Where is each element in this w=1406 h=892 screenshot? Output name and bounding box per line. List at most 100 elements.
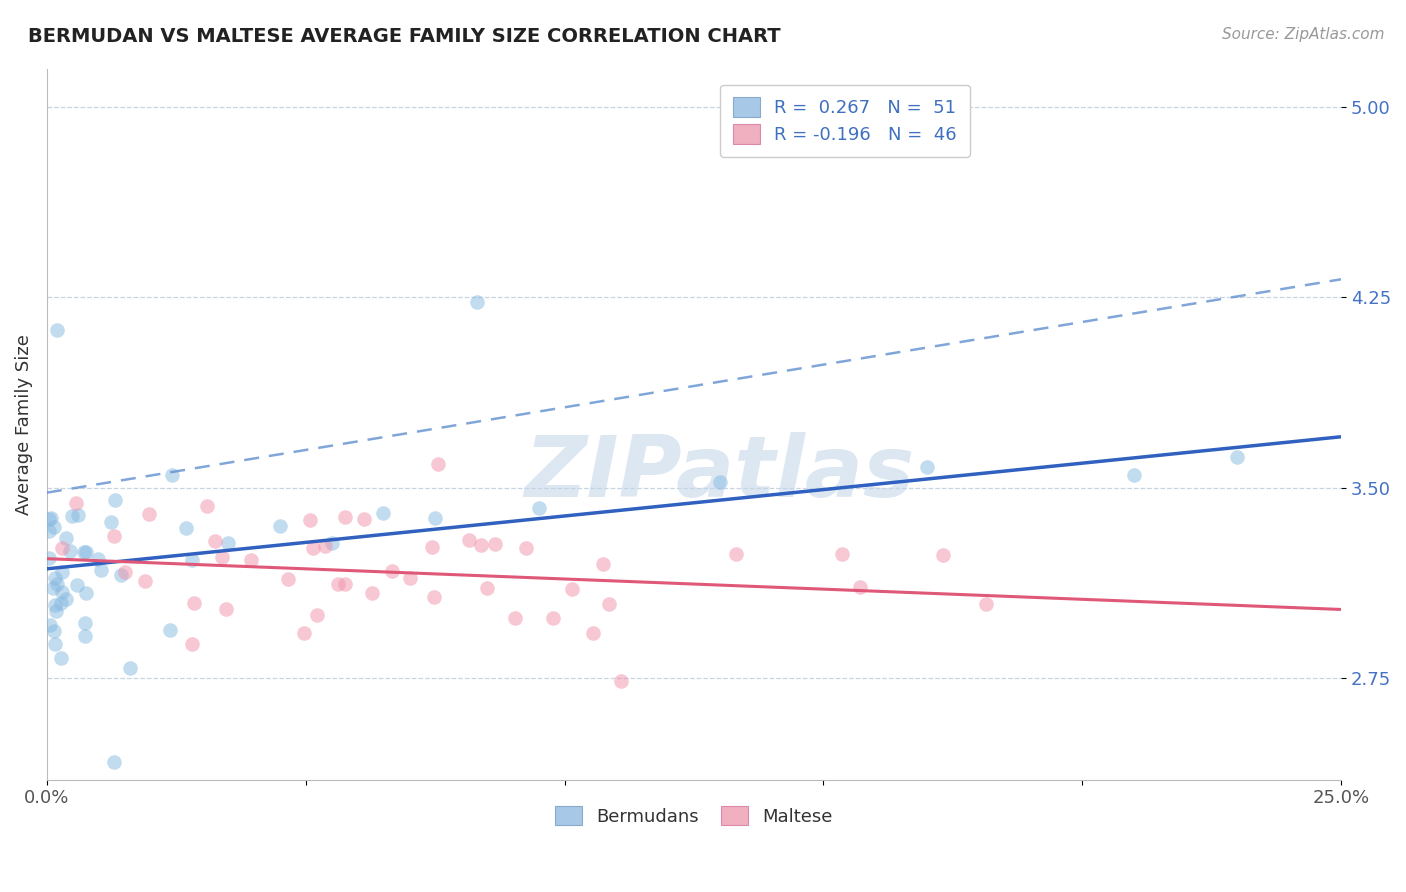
Point	[277, 573, 299, 587]
Point	[181, 637, 204, 651]
Point	[470, 538, 492, 552]
Point	[38, 551, 60, 566]
Point	[974, 597, 997, 611]
Point	[581, 626, 603, 640]
Point	[90, 562, 112, 576]
Point	[484, 537, 506, 551]
Point	[160, 467, 183, 482]
Point	[240, 552, 263, 566]
Point	[51, 541, 73, 555]
Text: Source: ZipAtlas.com: Source: ZipAtlas.com	[1222, 27, 1385, 42]
Text: BERMUDAN VS MALTESE AVERAGE FAMILY SIZE CORRELATION CHART: BERMUDAN VS MALTESE AVERAGE FAMILY SIZE …	[28, 27, 780, 45]
Point	[423, 511, 446, 525]
Point	[176, 520, 198, 534]
Point	[326, 577, 349, 591]
Point	[314, 539, 336, 553]
Point	[73, 545, 96, 559]
Point	[1226, 450, 1249, 464]
Point	[87, 551, 110, 566]
Point	[204, 533, 226, 548]
Point	[848, 580, 870, 594]
Point	[59, 544, 82, 558]
Point	[75, 545, 97, 559]
Point	[465, 295, 488, 310]
Point	[458, 533, 481, 547]
Text: ZIPatlas: ZIPatlas	[524, 433, 915, 516]
Point	[269, 518, 291, 533]
Point	[159, 623, 181, 637]
Point	[195, 499, 218, 513]
Point	[38, 512, 60, 526]
Point	[373, 506, 395, 520]
Point	[725, 548, 748, 562]
Point	[38, 618, 60, 632]
Point	[100, 515, 122, 529]
Point	[381, 564, 404, 578]
Point	[38, 524, 60, 539]
Point	[55, 592, 77, 607]
Legend: Bermudans, Maltese: Bermudans, Maltese	[546, 797, 842, 835]
Point	[45, 604, 67, 618]
Point	[515, 541, 537, 555]
Point	[120, 661, 142, 675]
Point	[114, 566, 136, 580]
Point	[305, 607, 328, 622]
Point	[353, 512, 375, 526]
Point	[420, 540, 443, 554]
Point	[709, 475, 731, 490]
Point	[915, 460, 938, 475]
Point	[527, 500, 550, 515]
Point	[42, 520, 65, 534]
Point	[399, 571, 422, 585]
Point	[51, 585, 73, 599]
Point	[55, 531, 77, 545]
Point	[217, 536, 239, 550]
Point	[932, 549, 955, 563]
Point	[42, 582, 65, 596]
Point	[73, 629, 96, 643]
Point	[66, 508, 89, 523]
Point	[104, 492, 127, 507]
Point	[46, 323, 69, 337]
Point	[45, 577, 67, 591]
Point	[42, 624, 65, 638]
Point	[134, 574, 156, 588]
Point	[298, 513, 321, 527]
Point	[51, 566, 73, 580]
Point	[610, 673, 633, 688]
Point	[427, 458, 450, 472]
Point	[333, 510, 356, 524]
Point	[44, 571, 66, 585]
Point	[292, 625, 315, 640]
Point	[302, 541, 325, 555]
Point	[335, 577, 357, 591]
Point	[66, 577, 89, 591]
Point	[503, 611, 526, 625]
Point	[65, 496, 87, 510]
Point	[183, 596, 205, 610]
Point	[110, 567, 132, 582]
Point	[39, 511, 62, 525]
Point	[75, 586, 97, 600]
Point	[49, 651, 72, 665]
Point	[180, 553, 202, 567]
Point	[831, 547, 853, 561]
Point	[477, 581, 499, 595]
Point	[103, 755, 125, 769]
Point	[361, 586, 384, 600]
Point	[561, 582, 583, 596]
Point	[44, 637, 66, 651]
Point	[103, 529, 125, 543]
Point	[211, 549, 233, 564]
Point	[592, 557, 614, 571]
Y-axis label: Average Family Size: Average Family Size	[15, 334, 32, 515]
Point	[44, 599, 66, 613]
Point	[51, 596, 73, 610]
Point	[1123, 467, 1146, 482]
Point	[138, 507, 160, 521]
Point	[423, 590, 446, 604]
Point	[73, 615, 96, 630]
Point	[60, 509, 83, 524]
Point	[215, 602, 238, 616]
Point	[598, 597, 620, 611]
